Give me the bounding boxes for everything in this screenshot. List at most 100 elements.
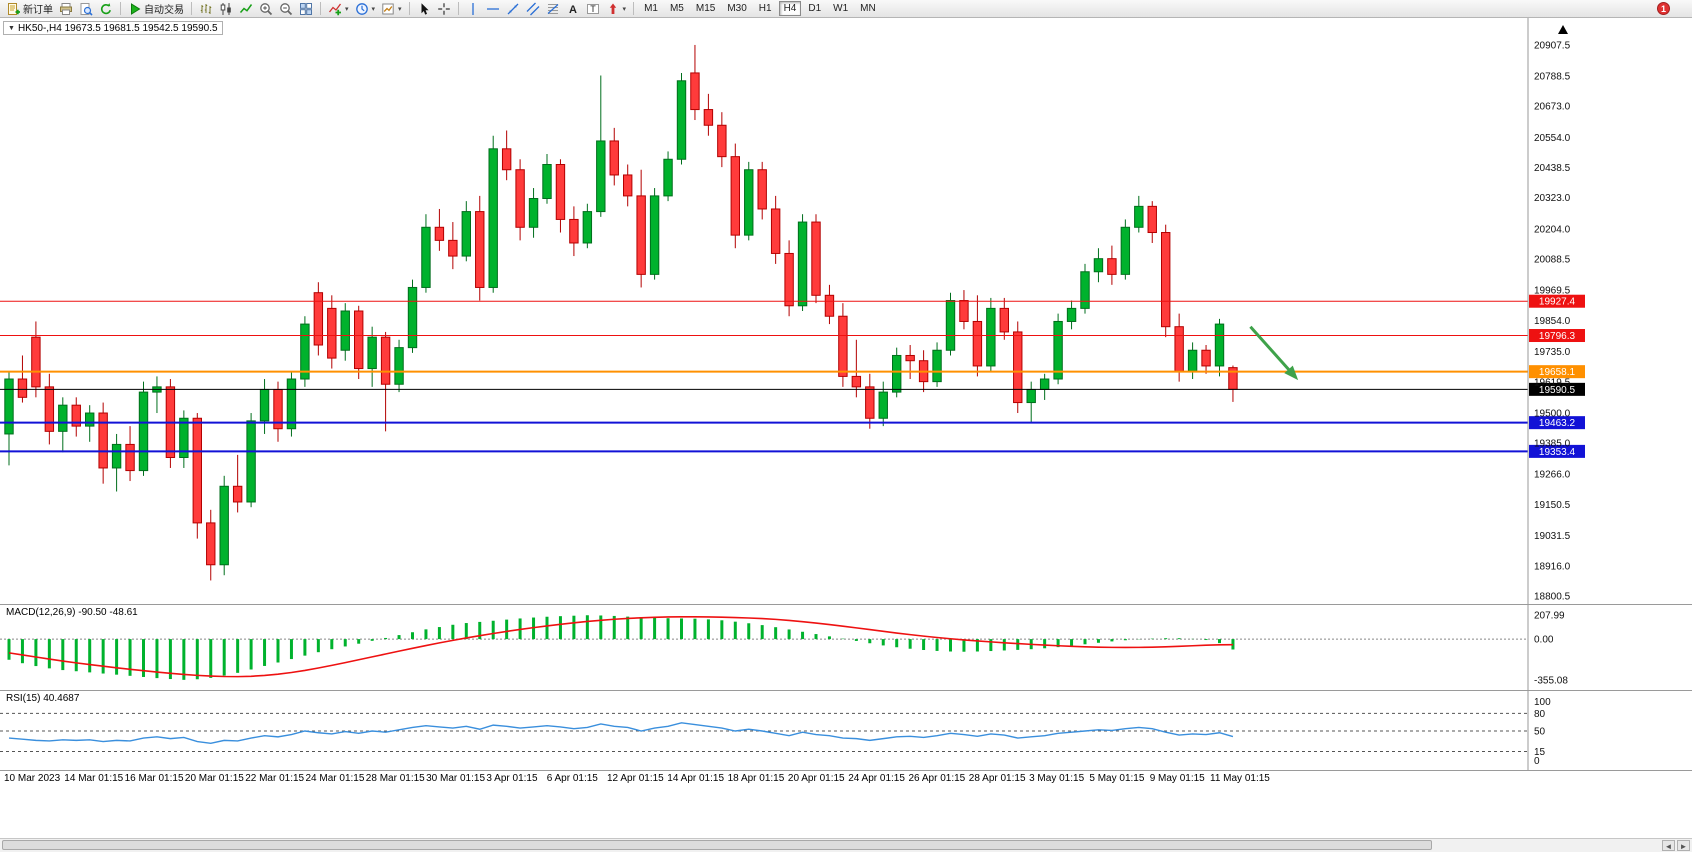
tile-windows-button[interactable] — [296, 1, 316, 17]
timeframe-m5-button[interactable]: M5 — [669, 3, 684, 14]
bear-candle — [380, 336, 391, 385]
line-chart-button[interactable] — [236, 1, 256, 17]
vertical-line-button[interactable] — [463, 1, 483, 17]
scroll-up-marker[interactable] — [1558, 25, 1568, 34]
text-label-button[interactable]: T — [583, 1, 603, 17]
bear-candle — [44, 386, 55, 432]
bear-candle — [784, 252, 794, 307]
autotrade-button[interactable]: 自动交易 — [125, 1, 187, 17]
indicators-button[interactable]: ▾ — [325, 1, 352, 17]
print-icon — [60, 2, 72, 15]
scrollbar-thumb[interactable] — [2, 840, 1432, 850]
macd-scale-tick: 207.99 — [1534, 611, 1565, 622]
trendline-icon — [507, 3, 519, 14]
zoom-in-icon — [260, 2, 273, 15]
bull-candle — [286, 378, 297, 430]
templates-icon — [382, 3, 394, 14]
rsi-panel: RSI(15) 40.4687 100 80 50 15 0 — [0, 690, 1692, 770]
time-tick: 14 Apr 01:15 — [667, 773, 725, 784]
macd-chart[interactable]: 207.99 0.00 -355.08 — [0, 605, 1692, 690]
symbol-info-box[interactable]: ▼ HK50-,H4 19673.5 19681.5 19542.5 19590… — [3, 21, 223, 35]
toolbar-separator — [191, 2, 192, 15]
toolbar-separator — [320, 2, 321, 15]
scrollbar-arrows: ◄ ► — [1662, 840, 1690, 851]
trendline-button[interactable] — [503, 1, 523, 17]
bull-candle — [1080, 271, 1090, 309]
bull-candle — [58, 404, 68, 432]
horizontal-line-button[interactable] — [483, 1, 503, 17]
zoom-out-button[interactable] — [276, 1, 296, 17]
filler — [0, 788, 1692, 838]
periods-icon — [355, 2, 368, 15]
bull-candle — [1134, 205, 1144, 228]
price-tag — [1529, 444, 1585, 458]
timeframe-mn-button[interactable]: MN — [860, 3, 876, 14]
price-tag-label: 19658.1 — [1539, 367, 1576, 378]
label-icon: T — [586, 3, 599, 14]
bear-candle — [71, 404, 81, 427]
price-tick: 19150.5 — [1534, 500, 1571, 511]
bull-candle — [367, 336, 377, 370]
price-tick: 20204.0 — [1534, 224, 1571, 235]
time-axis[interactable]: 10 Mar 2023 14 Mar 01:15 16 Mar 01:15 20 Ma… — [0, 770, 1692, 788]
print-preview-button[interactable] — [76, 1, 96, 17]
bear-candle — [690, 72, 700, 111]
bear-candle — [1201, 349, 1211, 367]
trend-arrow[interactable] — [1249, 325, 1296, 378]
arrows-button[interactable]: ▾ — [603, 1, 630, 17]
time-tick: 24 Mar 01:15 — [305, 773, 365, 784]
scroll-left-arrow[interactable]: ◄ — [1662, 840, 1675, 851]
timeframe-h1-button[interactable]: H1 — [758, 3, 772, 14]
timeframe-d1-button[interactable]: D1 — [808, 3, 822, 14]
timeframe-m30-button[interactable]: M30 — [727, 3, 747, 14]
candles — [4, 44, 1238, 581]
horizontal-scrollbar[interactable]: ◄ ► — [0, 838, 1692, 852]
tile-windows-icon — [300, 2, 312, 15]
time-tick: 28 Apr 01:15 — [968, 773, 1026, 784]
time-tick: 24 Apr 01:15 — [848, 773, 905, 784]
timeframe-h4-button[interactable]: H4 — [778, 1, 802, 16]
bar-chart-button[interactable] — [196, 1, 216, 17]
bull-candle — [246, 420, 256, 503]
channel-button[interactable] — [523, 1, 543, 17]
fibonacci-button[interactable] — [543, 1, 563, 17]
text-button[interactable]: A — [563, 1, 583, 17]
arrows-tool-icon — [609, 3, 616, 14]
refresh-button[interactable] — [96, 1, 116, 17]
bear-candle — [1013, 331, 1023, 404]
notification-badge[interactable]: 1 — [1657, 2, 1670, 15]
print-button[interactable] — [56, 1, 76, 17]
timeframe-m15-button[interactable]: M15 — [695, 3, 716, 14]
bear-candle — [125, 443, 135, 472]
chevron-down-icon: ▾ — [371, 5, 376, 13]
price-tag-label: 19463.2 — [1539, 418, 1576, 429]
zoom-in-button[interactable] — [256, 1, 276, 17]
new-order-button-label: 新订单 — [23, 5, 53, 16]
candle-chart-button[interactable] — [216, 1, 236, 17]
bear-candle — [98, 412, 108, 469]
toolbar-buttons: 新订单 自动交易 ▾ ▾ ▾ A T ▾ M1 M5 M15 M30 H1 H4 D1 W1 MN — [4, 1, 882, 17]
periods-button[interactable]: ▾ — [352, 1, 379, 17]
templates-button[interactable]: ▾ — [378, 1, 405, 17]
price-tick: 18800.5 — [1534, 592, 1571, 603]
price-tag — [1529, 329, 1585, 343]
cursor-button[interactable] — [414, 1, 434, 17]
time-tick: 3 Apr 01:15 — [486, 773, 538, 784]
bull-candle — [945, 300, 956, 351]
bear-candle — [1147, 205, 1157, 234]
crosshair-icon — [437, 2, 450, 15]
timeframe-w1-button[interactable]: W1 — [833, 3, 849, 14]
bear-candle — [636, 195, 646, 275]
price-tick: 19854.0 — [1534, 316, 1571, 327]
price-chart[interactable]: 19927.4 19796.3 19658.1 19590.5 19463.2 19353… — [0, 18, 1692, 604]
new-order-button[interactable]: 新订单 — [4, 1, 56, 17]
scroll-right-arrow[interactable]: ► — [1677, 840, 1690, 851]
rsi-scale-tick: 100 — [1534, 697, 1551, 708]
timeframe-m1-button[interactable]: M1 — [644, 3, 658, 14]
text-icon: A — [569, 4, 577, 16]
bull-candle — [649, 195, 660, 275]
bull-candle — [300, 323, 310, 380]
refresh-icon — [100, 2, 111, 14]
crosshair-button[interactable] — [434, 1, 454, 17]
